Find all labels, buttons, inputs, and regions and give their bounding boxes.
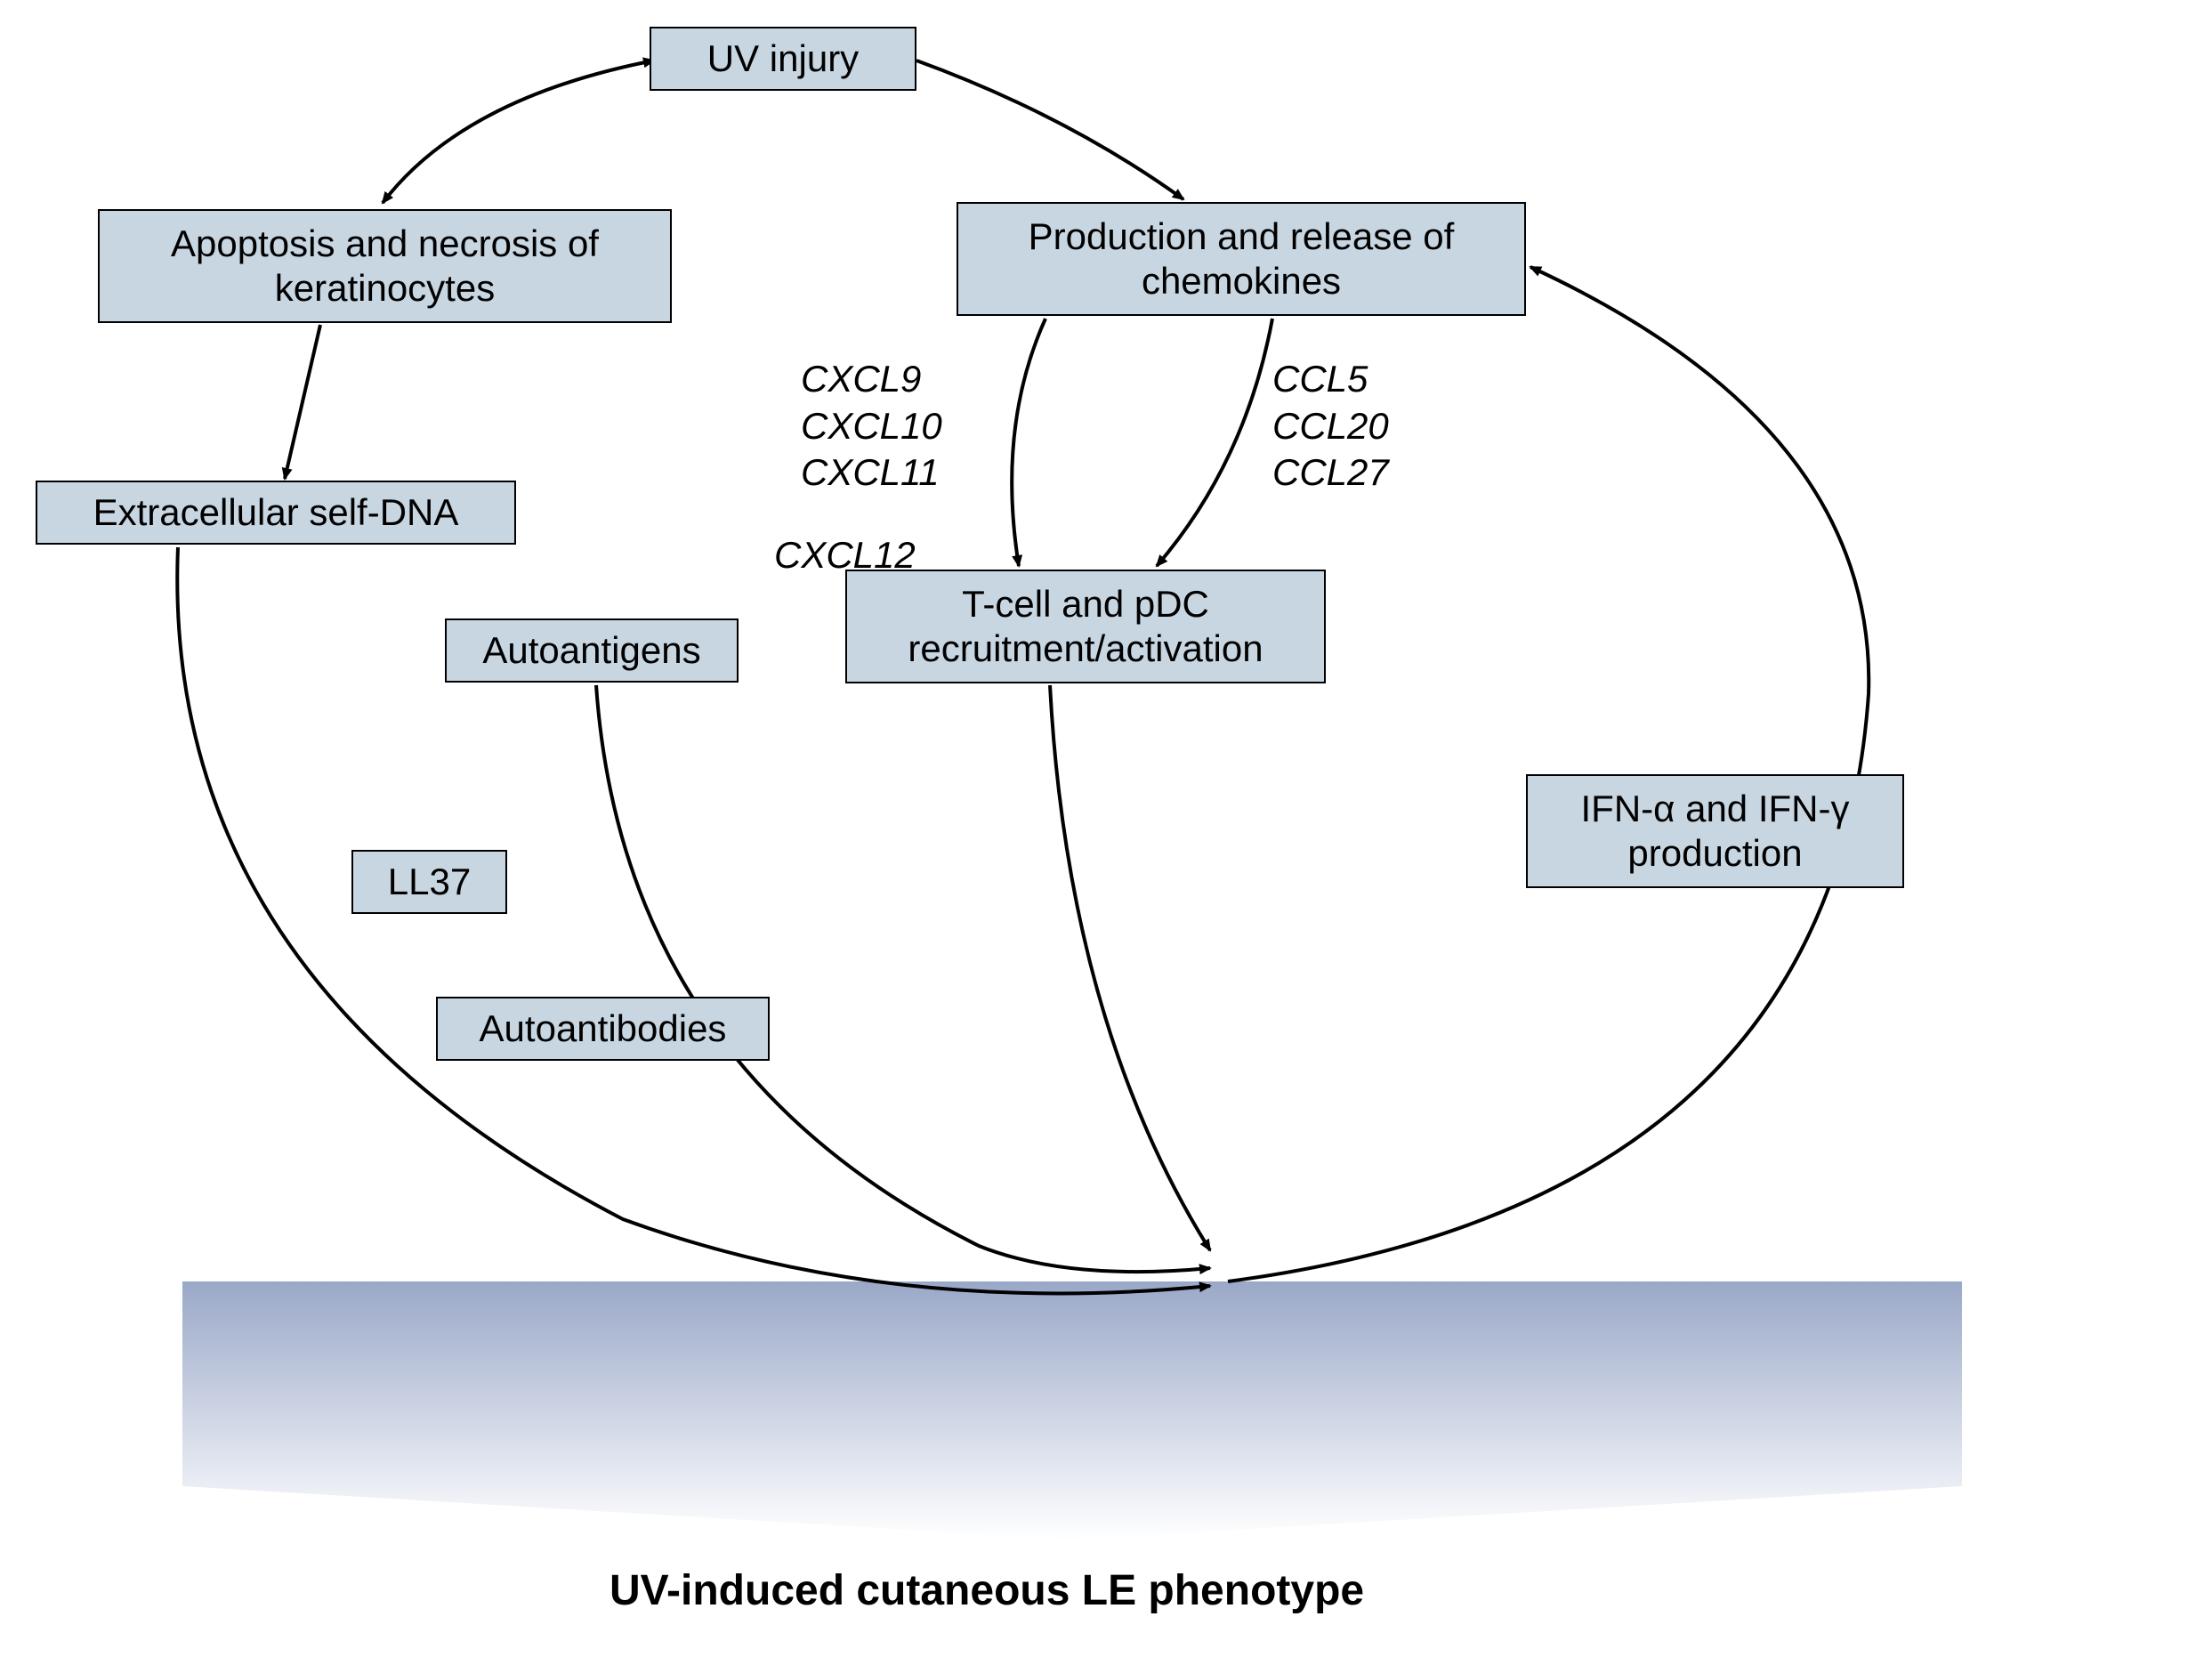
arrow-uv_to_chemokines <box>916 61 1183 199</box>
node-ll37: LL37 <box>351 850 507 914</box>
node-uv-injury-text: UV injury <box>707 36 859 81</box>
node-self-dna-text: Extracellular self-DNA <box>93 490 459 535</box>
node-uv-injury: UV injury <box>650 27 916 91</box>
label-ccl-group-text: CCL5CCL20CCL27 <box>1272 358 1389 493</box>
node-apoptosis-text: Apoptosis and necrosis ofkeratinocytes <box>171 222 599 311</box>
label-ccl-group: CCL5CCL20CCL27 <box>1272 356 1389 497</box>
node-chemokines-text: Production and release ofchemokines <box>1029 214 1455 304</box>
arrow-chemokines_left_to_tcell <box>1012 319 1045 566</box>
node-ifn: IFN-α and IFN-γproduction <box>1526 774 1904 888</box>
arrow-chemokines_right_to_tcell <box>1157 319 1272 566</box>
label-cxcl12: CXCL12 <box>774 532 916 579</box>
node-autoantibodies: Autoantibodies <box>436 997 770 1061</box>
node-apoptosis: Apoptosis and necrosis ofkeratinocytes <box>98 209 672 323</box>
node-autoantigens: Autoantigens <box>445 618 739 683</box>
node-self-dna: Extracellular self-DNA <box>36 481 516 545</box>
node-ll37-text: LL37 <box>388 860 471 904</box>
node-autoantigens-text: Autoantigens <box>482 628 700 673</box>
label-cxcl12-text: CXCL12 <box>774 534 916 576</box>
arrow-tcell_curve <box>1050 685 1210 1250</box>
node-autoantibodies-text: Autoantibodies <box>480 1006 727 1051</box>
arrow-autoantigens_curve <box>596 685 1210 1272</box>
node-chemokines: Production and release ofchemokines <box>957 202 1526 316</box>
node-tcell: T-cell and pDCrecruitment/activation <box>845 570 1326 683</box>
bottom-title-text: UV-induced cutaneous LE phenotype <box>610 1567 1364 1614</box>
label-cxcl-group-text: CXCL9CXCL10CXCL11 <box>801 358 942 493</box>
arrow-apoptosis_to_selfdna <box>285 325 320 479</box>
bottom-title: UV-induced cutaneous LE phenotype <box>610 1566 1364 1615</box>
arrow-uv_to_apoptosis <box>383 61 654 203</box>
node-ifn-text: IFN-α and IFN-γproduction <box>1581 787 1850 877</box>
node-tcell-text: T-cell and pDCrecruitment/activation <box>908 582 1263 672</box>
bottom-band-shape <box>182 1281 1962 1540</box>
label-cxcl-group: CXCL9CXCL10CXCL11 <box>801 356 942 497</box>
